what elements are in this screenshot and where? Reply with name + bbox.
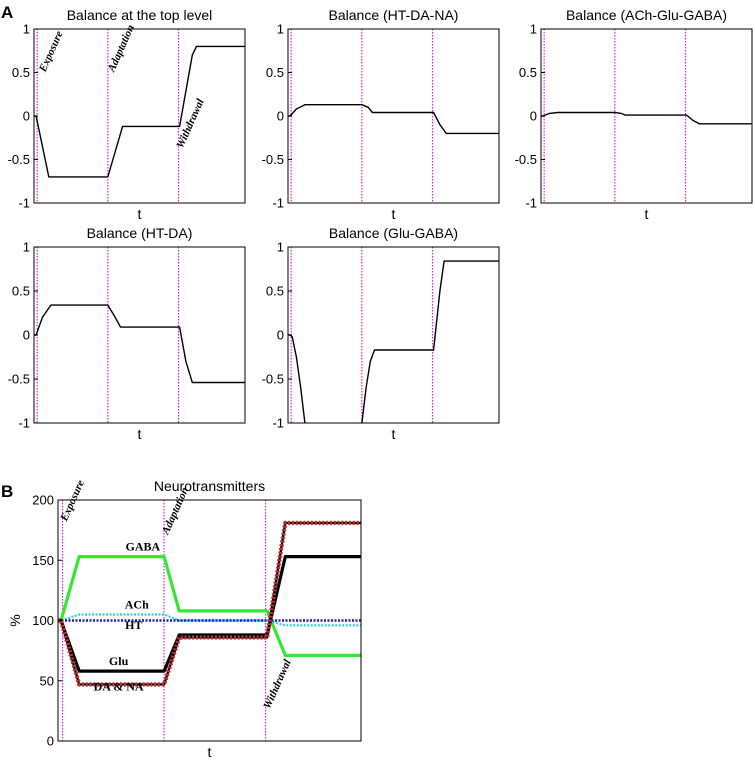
y-tick-label: -0.5 [515,152,537,167]
chart-glugaba: -1 -0.5 0 0.5 1 Balance (Glu-GABA) t [262,225,500,442]
y-tick-label: 100 [32,613,54,628]
chart-title: Balance (ACh-Glu-GABA) [566,7,727,23]
phase-label-adaptation: Adaptation [105,23,137,75]
series-group [34,304,245,384]
series-line-ach [58,613,361,627]
series-line-balance [541,111,752,125]
series-group [34,45,245,178]
chart-title: Balance (HT-DA) [87,225,193,241]
y-tick-label: 1 [530,22,537,37]
x-axis-label: t [138,206,142,222]
y-tick-label: 0 [277,109,284,124]
series-group [288,103,499,135]
axes-frame [287,28,500,204]
panel-label-b: B [1,482,13,501]
chart-htda: -1 -0.5 0 0.5 1 Balance (HT-DA) t [8,225,246,442]
y-axis-label: % [7,614,23,626]
series-group [541,111,752,125]
chart-title: Balance at the top level [67,7,213,23]
axes-frame [540,28,753,204]
y-tick-label: -1 [272,196,284,211]
y-tick-label: 0 [530,109,537,124]
x-axis-label: t [208,744,212,760]
chart-htdana: -1 -0.5 0 0.5 1 Balance (HT-DA-NA) t [262,7,500,222]
x-axis-label: t [392,206,396,222]
y-tick-label: -0.5 [262,152,284,167]
series-line-glu [58,554,361,673]
series-label-ach: ACh [125,597,149,611]
series-group [288,260,499,423]
x-axis-label: t [645,206,649,222]
series-group [58,520,361,687]
phase-label-exposure: Exposure [37,29,66,75]
y-tick-label: 0.5 [266,65,284,80]
phase-label-withdrawal: Withdrawal [261,657,294,711]
axes-frame [287,246,500,424]
y-tick-label: 0 [23,328,30,343]
y-tick-label: 1 [277,240,284,255]
y-tick-label: 150 [32,553,54,568]
y-tick-label: 0.5 [12,284,30,299]
series-line-balance [34,304,245,384]
series-label-gaba: GABA [126,540,161,554]
chart-title: Balance (Glu-GABA) [329,225,458,241]
y-tick-label: 0 [23,109,30,124]
chart-achglugaba: -1 -0.5 0 0.5 1 Balance (ACh-Glu-GABA) t [515,7,753,222]
y-tick-label: -1 [272,416,284,431]
y-tick-label: 0 [277,328,284,343]
y-tick-label: 0.5 [266,284,284,299]
y-tick-label: 0.5 [519,65,537,80]
y-tick-label: 1 [23,22,30,37]
series-line-gaba [58,554,361,658]
y-tick-label: -1 [18,196,30,211]
chart-title: Balance (HT-DA-NA) [329,7,459,23]
x-axis-label: t [392,426,396,442]
y-tick-label: -0.5 [8,152,30,167]
series-line-da-na [58,520,361,687]
y-tick-label: -1 [525,196,537,211]
x-axis-label: t [138,426,142,442]
y-tick-label: 1 [23,240,30,255]
series-line-da-na-base [58,521,361,686]
chart-title: Neurotransmitters [154,478,265,494]
series-line-balance [34,45,245,178]
series-label-ht: HT [125,618,142,632]
series-label-da-na: DA & NA [94,679,144,693]
y-tick-label: 50 [40,673,54,688]
series-line-balance-recovery [361,260,499,423]
panel-label-a: A [1,3,13,22]
phase-label-withdrawal: Withdrawal [174,96,207,150]
axes-frame [33,246,246,424]
chart-top: -1 -0.5 0 0.5 1 Balance at the top level t Expo… [8,7,246,222]
y-tick-label: 200 [32,493,54,508]
y-tick-label: 1 [277,22,284,37]
series-label-glu: Glu [109,654,129,668]
y-tick-label: 0.5 [12,65,30,80]
y-tick-label: -0.5 [8,372,30,387]
y-tick-label: -1 [18,416,30,431]
charts-layer: -1 -0.5 0 0.5 1 Balance at the top level t Expo… [7,7,753,760]
series-line-balance [288,103,499,135]
y-tick-label: -0.5 [262,372,284,387]
y-tick-label: 0 [47,734,54,749]
